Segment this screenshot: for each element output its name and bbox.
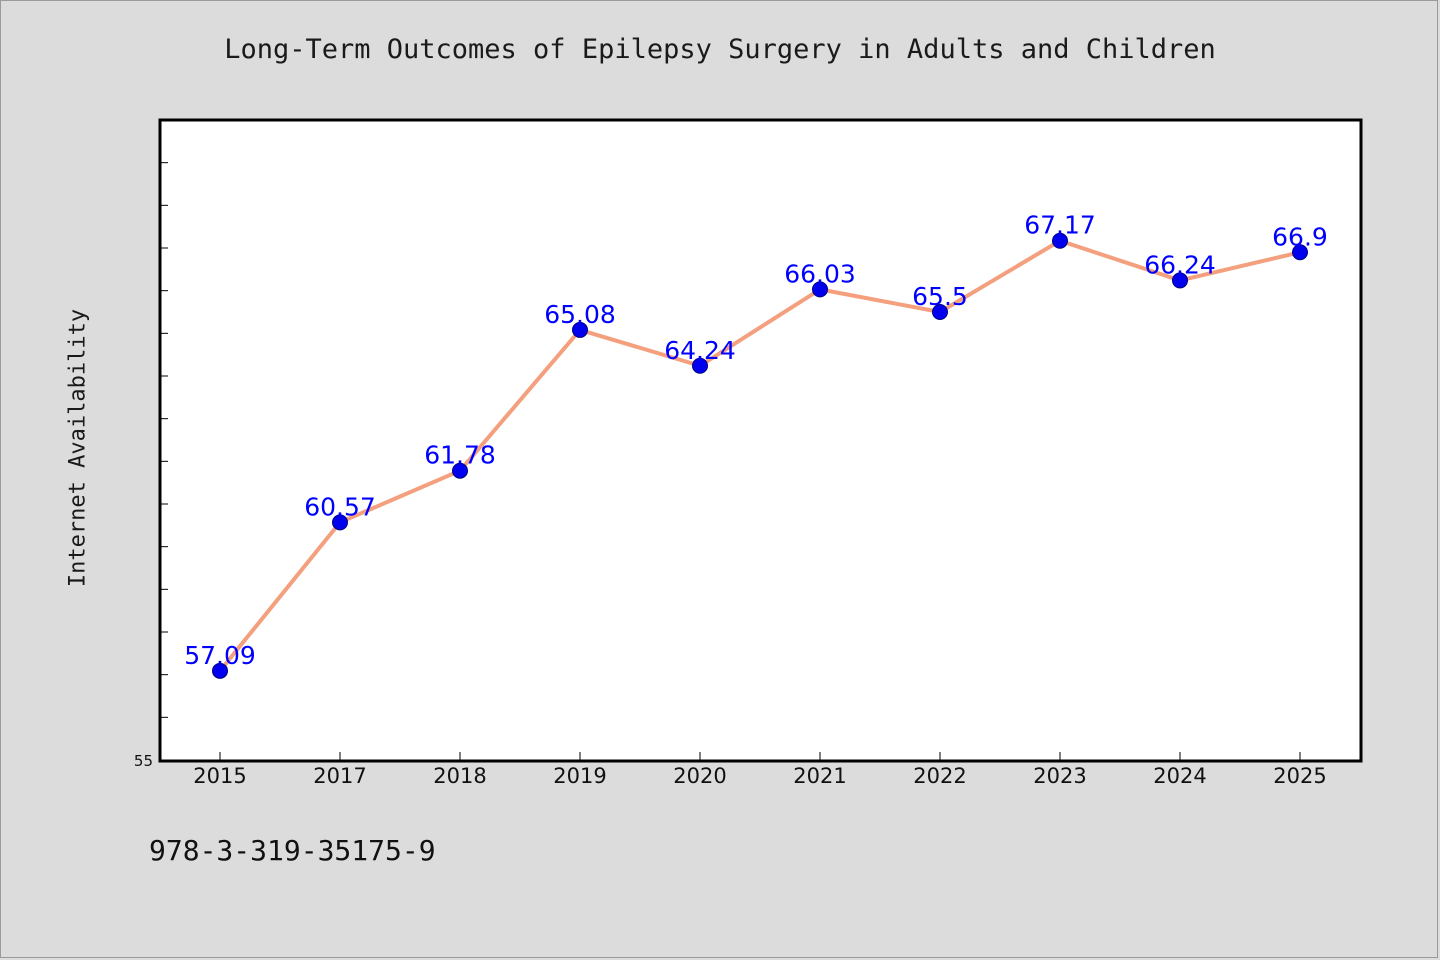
data-label: 65.5 (912, 282, 968, 311)
data-label: 57.09 (184, 641, 256, 670)
x-tick-label: 2022 (913, 764, 966, 788)
x-tick-label: 2024 (1153, 764, 1206, 788)
x-tick-label: 2021 (793, 764, 846, 788)
data-label: 66.24 (1144, 250, 1216, 279)
data-point (1172, 272, 1188, 289)
data-point (572, 321, 588, 338)
series-line (218, 238, 1301, 673)
x-tick-label: 2023 (1033, 764, 1086, 788)
data-label: 65.08 (544, 300, 616, 329)
x-tick-label: 2020 (673, 764, 726, 788)
data-markers (212, 232, 1308, 679)
data-labels: 57.09 60.57 61.78 65.08 64.24 66.03 65.5 67.17 6… (184, 211, 1328, 670)
data-point (932, 304, 948, 320)
isbn-note: 978-3-319-35175-9 (149, 834, 436, 867)
data-label: 60.57 (304, 492, 376, 521)
y-axis-ticks (160, 162, 168, 718)
data-point (212, 662, 228, 679)
data-point (332, 514, 348, 531)
x-tick-label: 2025 (1273, 764, 1326, 788)
x-axis: 2015 2017 2018 2019 2020 2021 2022 2023 2024 2025 (193, 752, 1327, 788)
chart-title: Long-Term Outcomes of Epilepsy Surgery i… (224, 34, 1216, 65)
x-tick-label: 2017 (313, 764, 366, 788)
y-tick-label: 55 (134, 752, 153, 770)
data-label: 66.03 (784, 259, 856, 288)
data-point (1052, 232, 1068, 249)
plot-area (158, 118, 1363, 763)
data-label: 66.9 (1272, 222, 1328, 251)
x-tick-label: 2018 (433, 764, 486, 788)
x-tick-label: 2015 (193, 764, 246, 788)
data-label: 61.78 (424, 441, 496, 470)
data-point (812, 281, 828, 298)
data-label: 64.24 (664, 336, 736, 365)
data-point (692, 357, 708, 374)
data-point (452, 462, 468, 479)
data-label: 67.17 (1024, 211, 1096, 240)
x-tick-label: 2019 (553, 764, 606, 788)
data-point (1292, 244, 1308, 261)
